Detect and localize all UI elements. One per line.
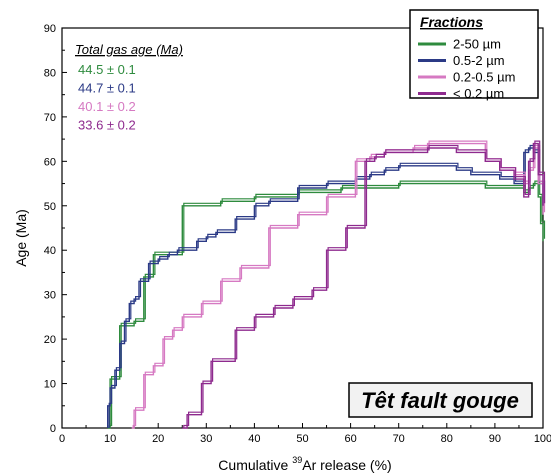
legend-entry: < 0.2 µm bbox=[453, 86, 504, 101]
legend-entry: 0.5-2 µm bbox=[453, 53, 505, 68]
x-tick-label: 20 bbox=[152, 433, 164, 445]
x-tick-label: 30 bbox=[200, 433, 212, 445]
total-gas-age-value: 40.1 ± 0.2 bbox=[78, 99, 136, 114]
x-tick-label: 40 bbox=[248, 433, 260, 445]
sample-label: Têt fault gouge bbox=[348, 382, 533, 418]
y-tick-label: 90 bbox=[44, 23, 56, 35]
x-axis-label-suffix: Ar release (%) bbox=[302, 457, 391, 473]
series-line-2-duplicate bbox=[108, 144, 546, 428]
axes: 0 10 20 30 40 50 60 70 80 90 100 0 10 20 30 40 50 60 70 80 9… bbox=[44, 23, 551, 445]
x-axis-label-superscript: 39 bbox=[292, 455, 302, 465]
y-tick-label: 80 bbox=[44, 67, 56, 79]
total-gas-age-value: 44.7 ± 0.1 bbox=[78, 81, 136, 96]
legend-box bbox=[409, 9, 539, 99]
y-tick-label: 30 bbox=[44, 290, 56, 302]
total-gas-age-value: 33.6 ± 0.2 bbox=[78, 118, 136, 133]
y-tick-label: 10 bbox=[44, 379, 56, 391]
x-tick-label: 50 bbox=[296, 433, 308, 445]
y-tick-label: 40 bbox=[44, 245, 56, 257]
x-axis-label-prefix: Cumulative bbox=[218, 457, 292, 473]
legend-entry: 2-50 µm bbox=[453, 37, 501, 52]
series-line-4 bbox=[182, 142, 544, 429]
legend: Fractions 2-50 µm0.5-2 µm 0.2-0.5 µm< 0.2… bbox=[409, 9, 539, 101]
y-tick-label: 70 bbox=[44, 112, 56, 124]
y-tick-label: 20 bbox=[44, 334, 56, 346]
x-tick-label: 10 bbox=[104, 433, 116, 445]
y-tick-label: 50 bbox=[44, 201, 56, 213]
y-tick-label: 60 bbox=[44, 156, 56, 168]
series-group bbox=[107, 140, 546, 429]
legend-title: Fractions bbox=[420, 14, 483, 30]
x-tick-label: 70 bbox=[393, 433, 405, 445]
sample-label-box bbox=[348, 382, 533, 418]
y-axis-label: Age (Ma) bbox=[13, 209, 29, 267]
total-gas-age-value: 44.5 ± 0.1 bbox=[78, 62, 136, 77]
x-axis-label: Cumulative 39Ar release (%) bbox=[218, 455, 391, 473]
y-tick-label: 0 bbox=[50, 423, 56, 435]
annotation-title: Total gas age (Ma) bbox=[75, 42, 183, 57]
total-gas-age-annotation: Total gas age (Ma) 44.5 ± 0.1 44.7 ± 0.1 4… bbox=[75, 42, 183, 133]
series-line-4-duplicate bbox=[183, 140, 546, 428]
x-tick-label: 0 bbox=[59, 433, 65, 445]
x-tick-label: 60 bbox=[344, 433, 356, 445]
x-tick-label: 90 bbox=[489, 433, 501, 445]
x-tick-label: 80 bbox=[441, 433, 453, 445]
x-tick-label: 100 bbox=[534, 433, 551, 445]
legend-entry: 0.2-0.5 µm bbox=[453, 70, 515, 85]
series-line-2 bbox=[107, 147, 544, 428]
sample-label-text: Têt fault gouge bbox=[361, 388, 519, 413]
